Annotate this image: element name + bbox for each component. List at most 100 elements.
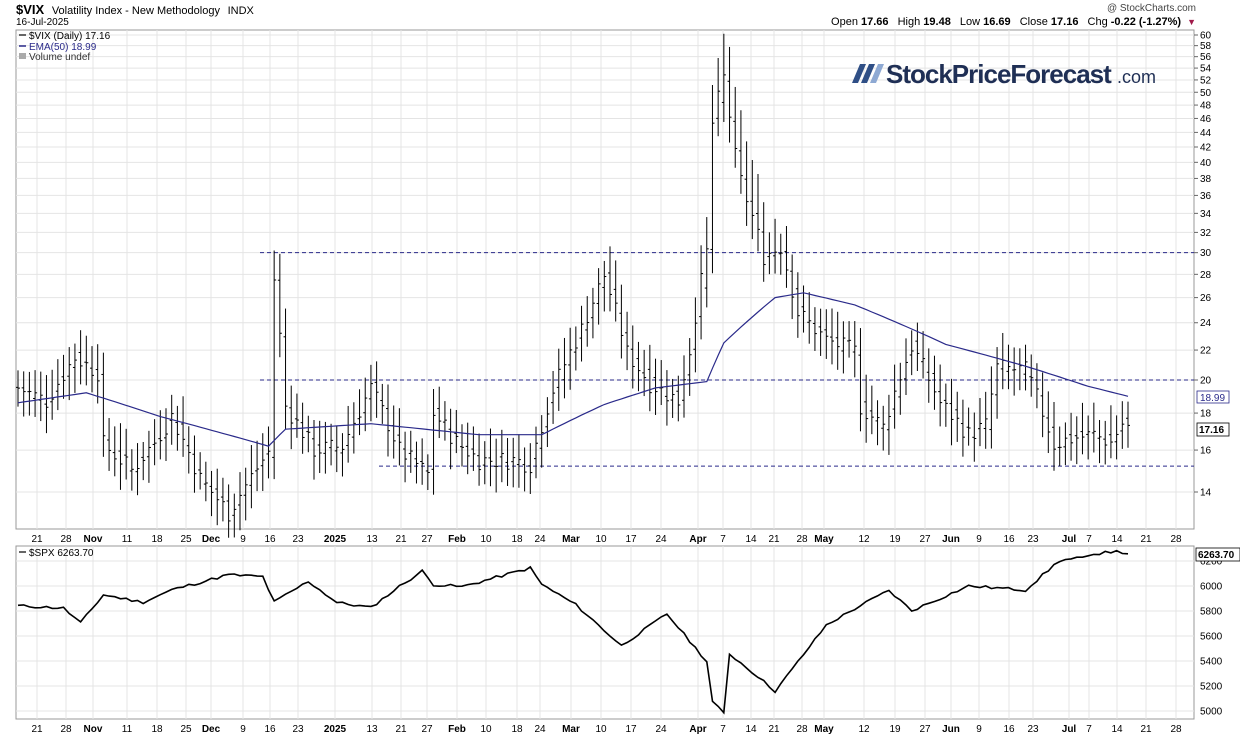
- vix-ohlc-bar: [431, 388, 436, 495]
- vix-x-tick-label: 23: [1027, 534, 1039, 545]
- vix-x-tick-label: 7: [1086, 534, 1092, 545]
- vix-y-tick-label: 54: [1200, 64, 1212, 75]
- vix-ohlc-bar: [323, 421, 328, 474]
- vix-ohlc-bar: [608, 246, 612, 312]
- vix-ohlc-bar: [112, 426, 117, 477]
- vix-y-tick-label: 38: [1200, 174, 1212, 185]
- vix-ohlc-bar: [995, 347, 1000, 419]
- legend-spx: $SPX 6263.70: [29, 548, 94, 559]
- vix-ohlc-bar: [192, 435, 197, 493]
- vix-x-tick-label: 18: [151, 534, 163, 545]
- vix-ohlc-bar: [482, 441, 487, 485]
- spx-x-tick-label: 16: [264, 724, 276, 735]
- vix-ohlc-bar: [1052, 401, 1056, 471]
- spx-x-tick-label: 17: [625, 724, 637, 735]
- spx-y-axis: 5000 5200 5400 5600 5800 6000 6200: [1200, 557, 1223, 718]
- spx-x-tick-label: Mar: [562, 724, 580, 735]
- vix-ohlc-bar: [186, 426, 191, 474]
- vix-y-tick-label: 34: [1200, 209, 1212, 220]
- vix-y-tick-label: 14: [1200, 488, 1212, 499]
- high-value: 19.48: [923, 16, 951, 28]
- vix-ohlc-bar: [989, 366, 994, 449]
- vix-ohlc-bar: [448, 408, 453, 470]
- spx-y-tick-label: 5200: [1200, 682, 1223, 693]
- vix-x-tick-label: 9: [240, 534, 246, 545]
- vix-ohlc-bar: [830, 308, 834, 365]
- vix-x-tick-label: 7: [720, 534, 726, 545]
- vix-ohlc-bar: [938, 364, 943, 427]
- vix-ohlc-bar: [978, 397, 982, 447]
- vix-ohlc-bar: [750, 159, 755, 240]
- vix-x-tick-label: 28: [60, 534, 72, 545]
- horizontal-levels: [260, 252, 1194, 467]
- vix-y-tick-label: 44: [1200, 128, 1212, 139]
- spx-x-tick-label: 10: [480, 724, 492, 735]
- vix-legend: $VIX (Daily) 17.16 EMA(50) 18.99 Volume …: [19, 31, 111, 63]
- vix-ohlc-bar: [659, 360, 664, 406]
- vix-y-tick-label: 22: [1200, 346, 1212, 357]
- vix-ohlc-bar: [653, 358, 658, 415]
- vix-x-tick-label: Feb: [448, 534, 466, 545]
- vix-ohlc-bar: [420, 438, 425, 485]
- spx-x-tick-label: Feb: [448, 724, 466, 735]
- spx-x-tick-label: 7: [720, 724, 726, 735]
- vix-y-axis: 14 16 18 20 22 24 26 28 30 32 34 36 38 40 42 44 46 48 50 52…: [1194, 31, 1212, 499]
- vix-x-tick-label: 13: [366, 534, 378, 545]
- down-triangle-icon: ▼: [1187, 17, 1196, 27]
- vix-ohlc-bar: [926, 348, 931, 403]
- vix-ohlc-bar: [27, 371, 32, 416]
- vix-y-tick-label: 16: [1200, 446, 1212, 457]
- spx-x-tick-label: 25: [180, 724, 192, 735]
- vix-ohlc-bar: [909, 330, 914, 376]
- vix-x-tick-label: 24: [655, 534, 667, 545]
- vix-x-tick-label: 21: [31, 534, 43, 545]
- vix-ohlc-bar: [875, 400, 880, 446]
- spx-x-tick-label: 24: [655, 724, 667, 735]
- spx-x-tick-label: 7: [1086, 724, 1092, 735]
- vix-ohlc-bar: [243, 467, 248, 521]
- spx-x-tick-label: Nov: [84, 724, 103, 735]
- spx-x-tick-label: 23: [1027, 724, 1039, 735]
- vix-ohlc-bar: [1126, 401, 1130, 448]
- spx-x-tick-label: Dec: [202, 724, 221, 735]
- chart-header: $VIX Volatility Index - New Methodology …: [0, 0, 1240, 30]
- vix-ohlc-bar: [693, 297, 698, 373]
- close-price-badge: 17.16: [1196, 422, 1230, 437]
- spx-y-tick-label: 5000: [1200, 707, 1223, 718]
- close-value: 17.16: [1050, 16, 1079, 28]
- vix-ohlc-bar: [181, 396, 186, 457]
- vix-ohlc-bar: [454, 410, 459, 454]
- vix-ohlc-bar: [232, 493, 237, 538]
- vix-ohlc-bar: [175, 405, 180, 451]
- close-label: Close: [1019, 16, 1048, 28]
- vix-ohlc-bar: [477, 433, 482, 486]
- vix-ohlc-bar: [727, 46, 732, 143]
- vix-ohlc-bar: [1091, 402, 1096, 453]
- vix-y-tick-label: 48: [1200, 101, 1212, 112]
- vix-ohlc-bar: [494, 438, 499, 493]
- vix-ohlc-bar: [699, 245, 704, 340]
- vix-ohlc-bar: [960, 399, 965, 457]
- vix-x-tick-label: 21: [1140, 534, 1152, 545]
- watermark: StockPriceForecast .com: [852, 59, 1156, 89]
- vix-ohlc-bar: [1057, 426, 1062, 467]
- vix-ohlc-bar: [1069, 412, 1074, 461]
- ema-price-label: 18.99: [1200, 393, 1225, 404]
- spx-x-tick-label: 11: [122, 724, 133, 735]
- watermark-logo-icon: [852, 64, 884, 83]
- vix-x-tick-label: 23: [292, 534, 304, 545]
- vix-ohlc-bar: [613, 260, 618, 322]
- ohlc-readout: Open 17.66 High 19.48 Low 16.69 Close 17…: [825, 16, 1196, 28]
- vix-ohlc-bar: [272, 250, 277, 480]
- vix-ohlc-bar: [16, 370, 20, 407]
- chg-label: Chg: [1087, 16, 1108, 28]
- watermark-name: StockPriceForecast: [886, 59, 1112, 89]
- vix-y-tick-label: 26: [1200, 293, 1212, 304]
- vix-ohlc-bar: [522, 447, 527, 492]
- vix-ohlc-bar: [1046, 391, 1051, 454]
- vix-ohlc-bar: [499, 429, 504, 483]
- vix-y-tick-label: 30: [1200, 248, 1212, 259]
- vix-ohlc-bar: [767, 232, 772, 275]
- vix-x-tick-label: 16: [264, 534, 276, 545]
